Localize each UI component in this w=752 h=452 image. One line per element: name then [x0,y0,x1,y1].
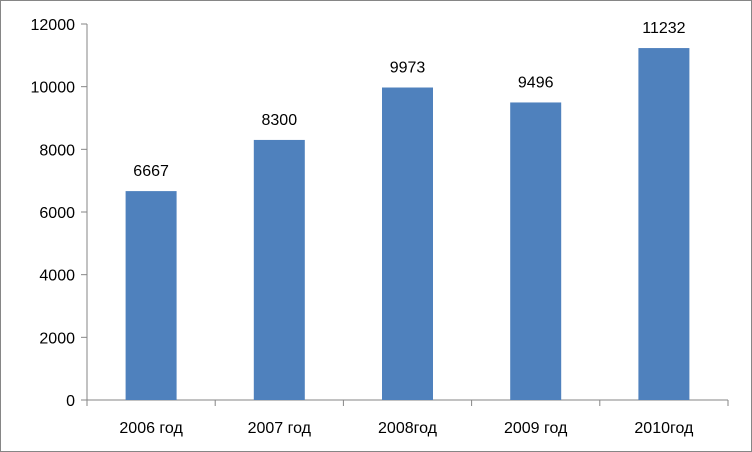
data-label: 9496 [518,74,554,91]
bar [510,102,562,400]
y-tick-label: 6000 [39,205,75,222]
y-tick-label: 10000 [31,80,76,97]
data-label: 11232 [642,20,685,37]
x-category-label: 2008год [378,420,438,437]
y-tick-label: 4000 [39,268,75,285]
x-category-label: 2006 год [119,420,183,437]
labels: 6667 2006 год 8300 2007 год 9973 2008год 9496 2… [119,20,694,437]
x-category-label: 2007 год [248,420,312,437]
data-label: 9973 [390,60,426,77]
y-tick-label: 0 [66,393,75,410]
axes: 0 2000 4000 6000 8000 10000 12000 [31,17,729,410]
bar [638,48,690,401]
y-tick-label: 2000 [39,330,75,347]
bar [382,87,433,400]
bars [125,48,690,401]
bar [125,191,177,400]
data-label: 6667 [133,163,169,180]
y-tick-label: 12000 [31,17,76,34]
y-tick-label: 8000 [39,142,75,159]
x-category-label: 2009 год [504,420,568,437]
x-category-label: 2010год [634,420,694,437]
data-label: 8300 [262,112,298,129]
bar [253,139,305,400]
